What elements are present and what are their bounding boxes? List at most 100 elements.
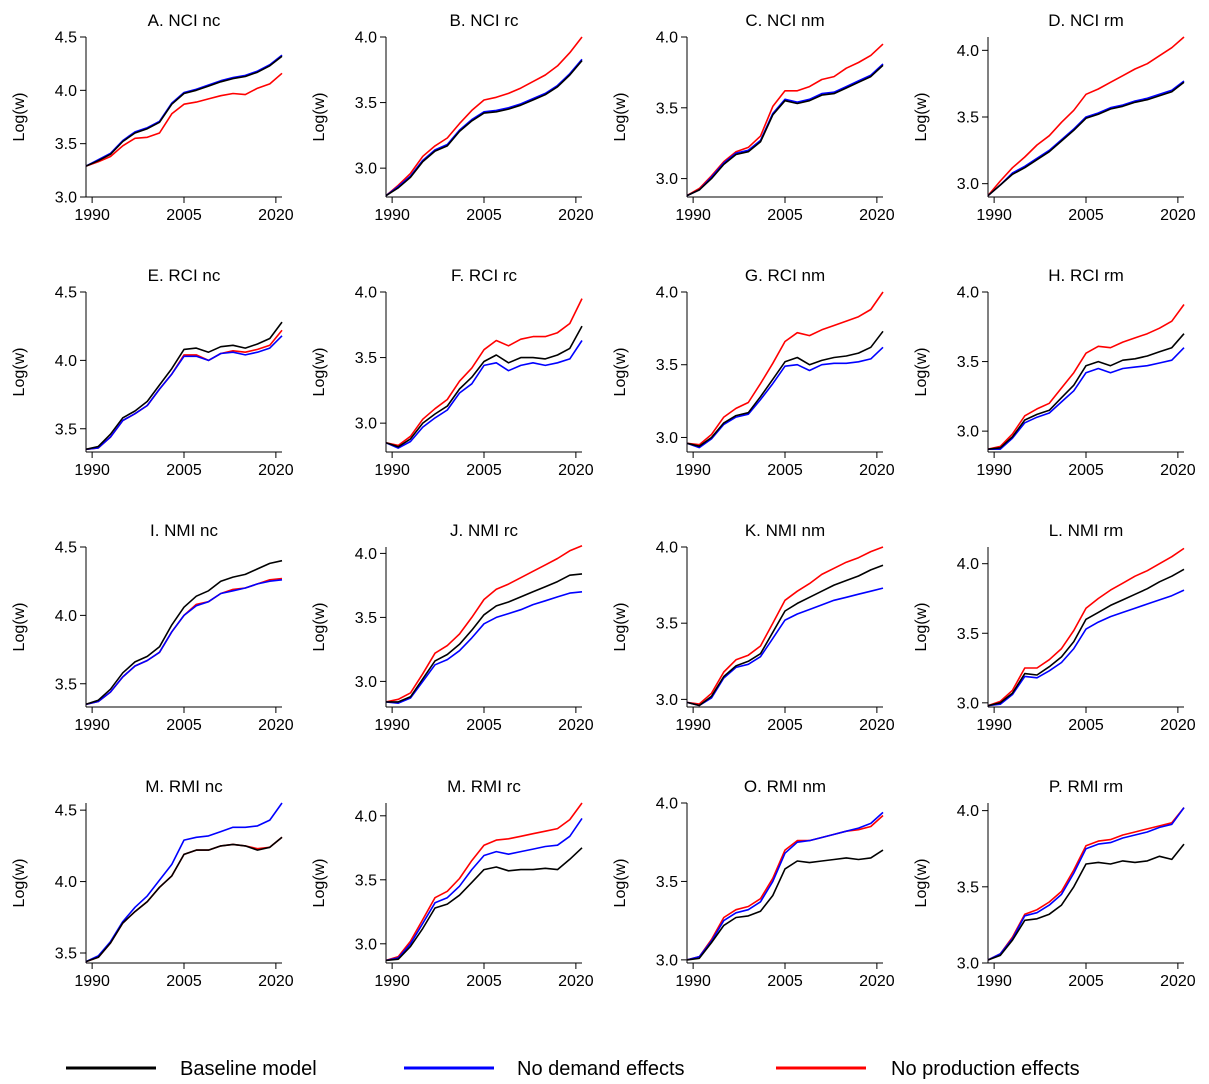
panel-12: L. NMI rm Log(w) 3.0 3.5 4.0 1990 2005 2020 [913, 521, 1196, 734]
x-tick-label: 2020 [258, 973, 294, 990]
panel-3: C. NCI nm Log(w) 3.0 3.5 4.0 1990 2005 2020 [612, 11, 895, 224]
panel-16: P. RMI rm Log(w) 3.0 3.5 4.0 1990 2005 2020 [913, 777, 1196, 990]
panel-title: G. RCI nm [745, 266, 825, 285]
series-line-baseline [85, 55, 283, 167]
x-tick-label: 2005 [767, 973, 803, 990]
x-tick-label: 2005 [1068, 207, 1104, 224]
panel-4: D. NCI rm Log(w) 3.0 3.5 4.0 1990 2005 2020 [913, 11, 1196, 224]
x-tick-label: 2020 [1160, 717, 1196, 734]
y-tick-label: 4.0 [355, 30, 377, 47]
series-line-no-production [686, 43, 884, 197]
y-tick-label: 3.5 [355, 610, 377, 627]
x-tick-label: 2005 [1068, 973, 1104, 990]
series-line-no-demand [85, 335, 283, 451]
panel-title: K. NMI nm [745, 521, 825, 540]
y-tick-label: 3.5 [656, 357, 678, 374]
x-tick-label: 1990 [74, 717, 110, 734]
x-tick-label: 2020 [558, 717, 594, 734]
x-tick-label: 2005 [466, 207, 502, 224]
x-tick-label: 1990 [976, 462, 1012, 479]
y-axis-label: Log(w) [913, 93, 930, 142]
series-line-baseline [686, 564, 884, 707]
y-tick-label: 3.0 [656, 171, 678, 188]
y-tick-label: 3.0 [957, 176, 979, 193]
y-tick-label: 3.0 [656, 692, 678, 709]
y-tick-label: 4.0 [355, 285, 377, 302]
y-tick-label: 4.0 [656, 796, 678, 813]
x-tick-label: 2005 [466, 462, 502, 479]
x-tick-label: 1990 [675, 207, 711, 224]
x-tick-label: 1990 [74, 462, 110, 479]
series-line-baseline [85, 836, 283, 963]
series-line-no-demand [385, 591, 583, 705]
panel-10: J. NMI rc Log(w) 3.0 3.5 4.0 1990 2005 2020 [311, 521, 594, 734]
x-tick-label: 2020 [558, 462, 594, 479]
series-line-no-demand [385, 340, 583, 449]
legend-label: No production effects [891, 1058, 1080, 1080]
y-tick-label: 4.5 [55, 285, 77, 302]
x-tick-label: 1990 [374, 717, 410, 734]
series-line-baseline [686, 64, 884, 197]
series-line-no-demand [686, 63, 884, 197]
y-tick-label: 4.0 [355, 546, 377, 563]
x-tick-label: 2020 [258, 717, 294, 734]
x-tick-label: 2005 [767, 207, 803, 224]
legend-item-no-demand: No demand effects [404, 1058, 685, 1080]
panel-title: J. NMI rc [450, 521, 518, 540]
series-line-baseline [987, 81, 1185, 197]
x-tick-label: 2005 [166, 717, 202, 734]
panel-title: H. RCI rm [1048, 266, 1124, 285]
y-tick-label: 3.5 [656, 100, 678, 117]
panel-title: M. RMI nc [145, 777, 223, 796]
series-line-no-demand [686, 587, 884, 707]
x-tick-label: 2005 [466, 973, 502, 990]
legend: Baseline model No demand effects No produc… [66, 1058, 1080, 1080]
y-tick-label: 3.0 [355, 936, 377, 953]
x-tick-label: 1990 [976, 207, 1012, 224]
x-tick-label: 2005 [166, 462, 202, 479]
series-line-no-production [987, 807, 1185, 961]
series-line-baseline [987, 568, 1185, 707]
y-axis-label: Log(w) [913, 859, 930, 908]
y-axis-label: Log(w) [11, 348, 28, 397]
y-axis-label: Log(w) [311, 859, 328, 908]
y-tick-label: 4.0 [55, 874, 77, 891]
series-line-no-demand [987, 589, 1185, 707]
panel-9: I. NMI nc Log(w) 3.5 4.0 4.5 1990 2005 2020 [11, 521, 294, 734]
panel-5: E. RCI nc Log(w) 3.5 4.0 4.5 1990 2005 2020 [11, 266, 294, 479]
panel-title: D. NCI rm [1048, 11, 1124, 30]
panel-11: K. NMI nm Log(w) 3.0 3.5 4.0 1990 2005 2020 [612, 521, 895, 734]
legend-label: Baseline model [180, 1058, 317, 1080]
series-line-baseline [686, 330, 884, 448]
series-line-baseline [385, 847, 583, 962]
y-tick-label: 3.0 [957, 956, 979, 973]
panel-8: H. RCI rm Log(w) 3.0 3.5 4.0 1990 2005 2020 [913, 266, 1196, 479]
x-tick-label: 2005 [166, 207, 202, 224]
panel-title: A. NCI nc [148, 11, 221, 30]
panel-7: G. RCI nm Log(w) 3.0 3.5 4.0 1990 2005 2020 [612, 266, 895, 479]
y-tick-label: 3.5 [55, 676, 77, 693]
series-line-no-demand [85, 802, 283, 963]
x-tick-label: 1990 [675, 717, 711, 734]
panel-1: A. NCI nc Log(w) 3.0 3.5 4.0 4.5 1990 2005 2020 [11, 11, 294, 224]
series-line-baseline [987, 333, 1185, 450]
y-axis-label: Log(w) [612, 603, 629, 652]
legend-item-no-production: No production effects [776, 1058, 1080, 1080]
panel-title: P. RMI rm [1049, 777, 1123, 796]
y-tick-label: 3.0 [55, 190, 77, 207]
panel-15: O. RMI nm Log(w) 3.0 3.5 4.0 1990 2005 2020 [612, 777, 895, 990]
y-tick-label: 4.0 [355, 808, 377, 825]
x-tick-label: 2020 [258, 462, 294, 479]
y-tick-label: 3.0 [355, 161, 377, 178]
series-line-baseline [686, 849, 884, 961]
x-tick-label: 2005 [767, 717, 803, 734]
y-tick-label: 4.0 [55, 608, 77, 625]
panel-6: F. RCI rc Log(w) 3.0 3.5 4.0 1990 2005 2020 [311, 266, 594, 479]
y-tick-label: 4.5 [55, 803, 77, 820]
x-tick-label: 2020 [1160, 462, 1196, 479]
y-axis-label: Log(w) [311, 348, 328, 397]
y-axis-label: Log(w) [612, 348, 629, 397]
legend-label: No demand effects [517, 1058, 685, 1080]
